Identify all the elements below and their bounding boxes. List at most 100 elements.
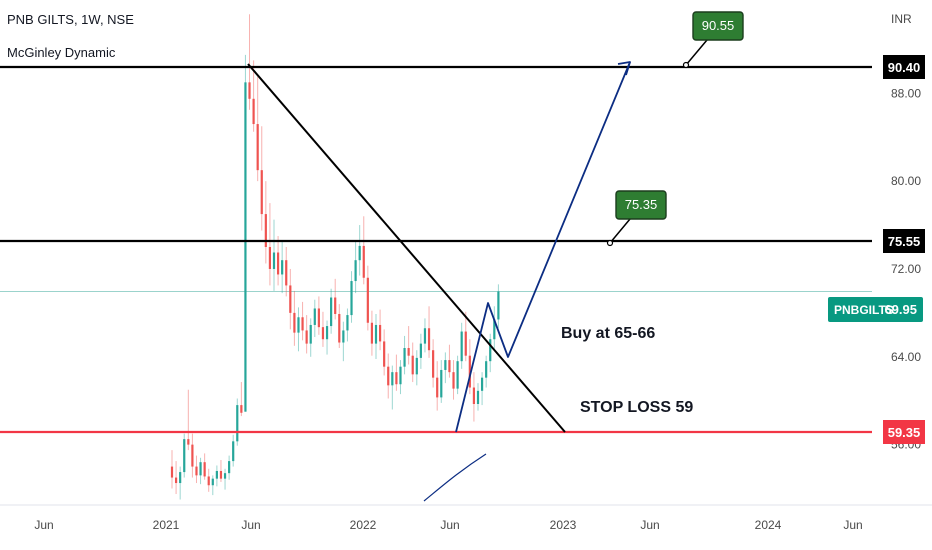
- candle: [493, 306, 496, 351]
- candle-body: [493, 319, 496, 340]
- candle-body: [236, 405, 239, 442]
- candle-body: [387, 366, 390, 386]
- candle-body: [260, 170, 263, 215]
- candle-body: [480, 377, 484, 391]
- candle-body: [497, 291, 500, 320]
- candle: [256, 76, 259, 182]
- candle-body: [285, 260, 288, 286]
- candle: [403, 335, 406, 375]
- x-tick-label: Jun: [440, 518, 459, 532]
- candle: [174, 461, 178, 495]
- price-badge-59-35[interactable]: 59.35: [883, 420, 925, 444]
- candle-body: [211, 478, 214, 486]
- candle: [407, 326, 410, 365]
- candle-body: [317, 308, 320, 328]
- x-tick-label: Jun: [241, 518, 260, 532]
- downtrend-line[interactable]: [247, 63, 566, 433]
- candle: [468, 339, 471, 395]
- chart-labels: Buy at 65-66 STOP LOSS 59 PNB GILTS, 1W, N…: [7, 12, 693, 416]
- candle: [272, 219, 276, 291]
- candle-body: [248, 82, 251, 99]
- candle-body: [272, 252, 276, 269]
- candle-body: [199, 462, 202, 476]
- candle: [240, 382, 243, 417]
- y-tick-label: 80.00: [891, 174, 921, 188]
- candle-body: [342, 330, 345, 343]
- candle-body: [289, 285, 292, 313]
- candle: [440, 360, 443, 403]
- svg-text:90.40: 90.40: [888, 60, 921, 75]
- candle: [268, 203, 272, 286]
- candle: [480, 372, 484, 406]
- svg-text:75.55: 75.55: [888, 234, 921, 249]
- candle-body: [383, 341, 386, 367]
- x-tick-label: Jun: [640, 518, 659, 532]
- candle: [436, 361, 439, 411]
- price-badge-75-55[interactable]: 75.55: [883, 229, 925, 253]
- callout-label: 90.55: [702, 18, 735, 33]
- candle-body: [334, 297, 337, 314]
- candle-body: [366, 277, 369, 323]
- price-axis[interactable]: INR88.0080.0072.0064.0056.0090.4075.5559…: [828, 12, 925, 452]
- candle-body: [309, 324, 312, 344]
- projection-path[interactable]: [455, 61, 631, 433]
- candle: [170, 450, 174, 489]
- candle-body: [223, 473, 227, 479]
- candle-body: [411, 355, 414, 375]
- x-tick-label: Jun: [843, 518, 862, 532]
- candle: [244, 54, 247, 412]
- candle-body: [436, 377, 439, 398]
- callout-75-35[interactable]: 75.35: [606, 190, 667, 247]
- indicator-name: McGinley Dynamic: [7, 45, 116, 60]
- candle: [199, 457, 202, 485]
- candle-body: [468, 355, 471, 388]
- candle-body: [346, 315, 349, 331]
- candle: [289, 268, 292, 330]
- candle: [252, 60, 255, 132]
- candle: [179, 466, 182, 500]
- candle: [432, 339, 435, 388]
- candle: [346, 308, 349, 342]
- trendline-drawings[interactable]: 90.55 75.35: [0, 11, 872, 502]
- candle: [444, 352, 447, 384]
- candle: [383, 329, 386, 376]
- candle-body: [187, 439, 190, 445]
- time-axis[interactable]: Jun 2021 Jun 2022 Jun 2023 Jun 2024 Jun: [0, 504, 932, 532]
- candle-body: [330, 297, 333, 327]
- candle: [338, 304, 341, 349]
- candle-body: [195, 466, 198, 476]
- candle: [195, 455, 198, 484]
- candle: [395, 354, 398, 391]
- candle: [260, 126, 263, 231]
- stop-loss-annotation: STOP LOSS 59: [580, 399, 693, 416]
- candle-body: [232, 441, 235, 462]
- candle: [223, 468, 227, 490]
- callout-label: 75.35: [625, 197, 658, 212]
- freehand-curve[interactable]: [423, 453, 487, 502]
- candle-body: [183, 439, 186, 473]
- callout-90-55[interactable]: 90.55: [682, 11, 744, 69]
- candle-body: [244, 82, 247, 412]
- currency-label: INR: [891, 12, 912, 26]
- candle: [228, 455, 231, 480]
- candle: [366, 265, 369, 331]
- candle-body: [423, 328, 427, 344]
- candle-body: [240, 405, 243, 413]
- candle-body: [305, 330, 308, 344]
- candle-body: [460, 331, 463, 362]
- price-badge-90-40[interactable]: 90.40: [883, 55, 925, 79]
- candle-body: [321, 327, 325, 340]
- candle: [485, 355, 488, 388]
- candle-body: [415, 357, 418, 375]
- candle: [301, 301, 304, 341]
- candle: [207, 468, 210, 492]
- candle: [203, 453, 206, 480]
- candle: [452, 360, 455, 400]
- candle-body: [407, 348, 410, 356]
- buy-annotation: Buy at 65-66: [561, 325, 655, 342]
- candle: [476, 383, 480, 411]
